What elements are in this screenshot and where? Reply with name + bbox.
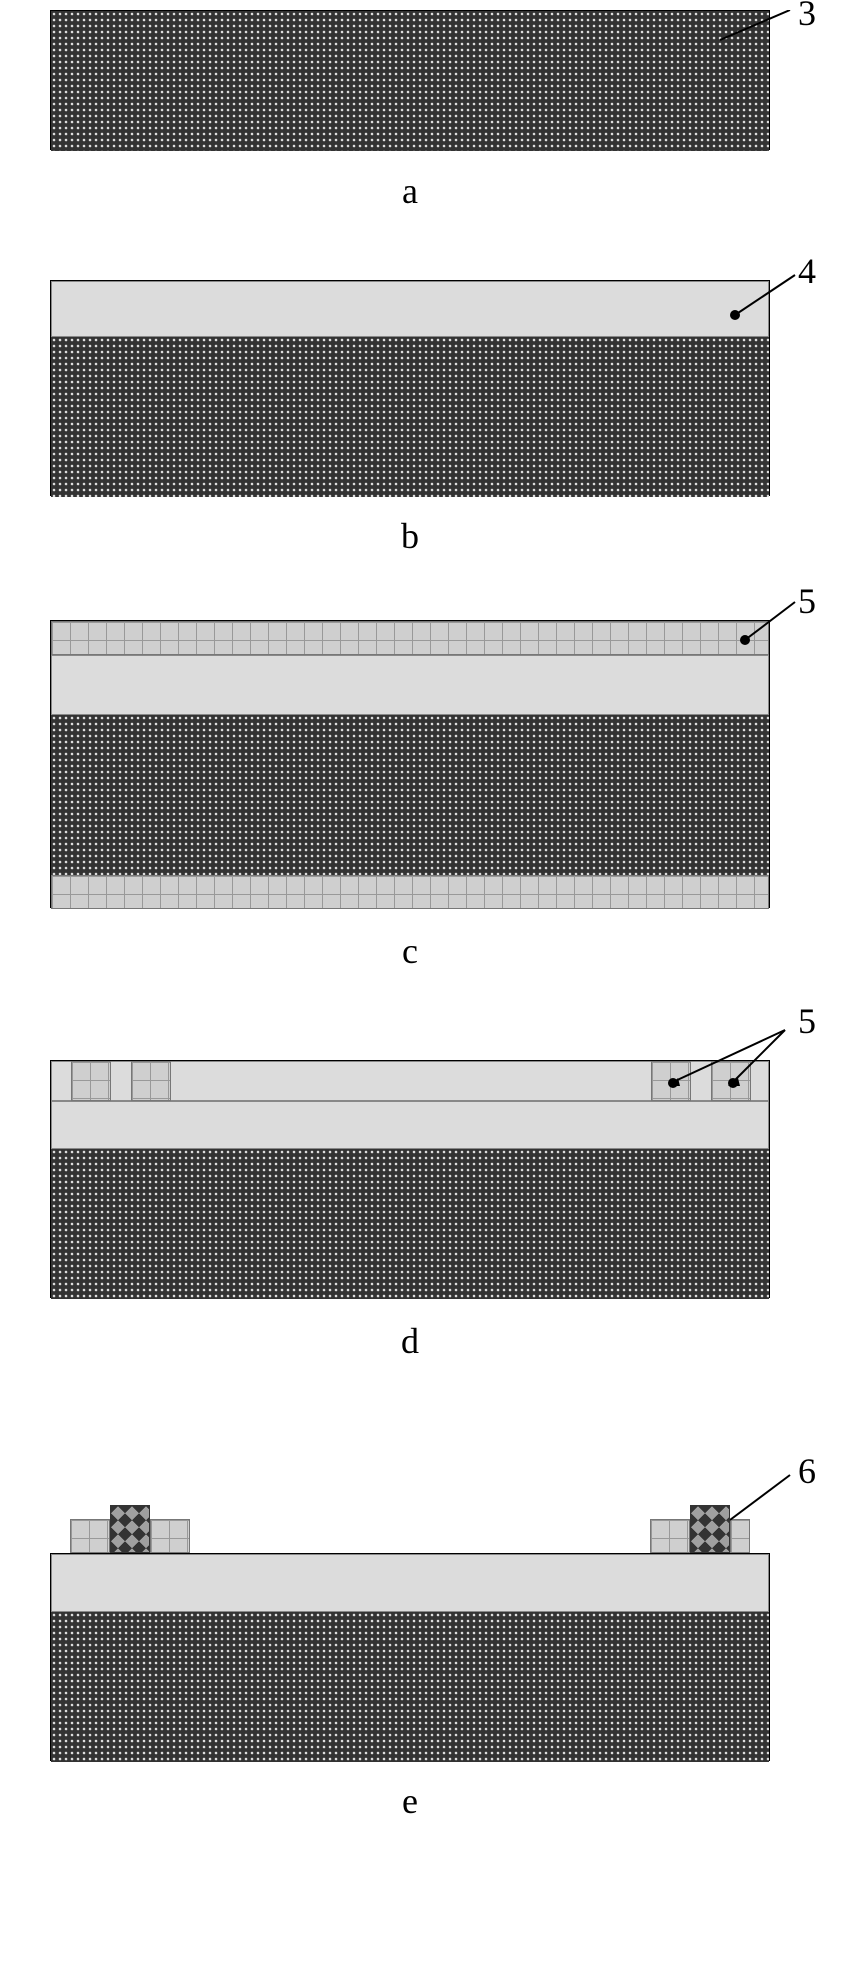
layer-substrate: [51, 1612, 769, 1762]
label-e: 6: [798, 1450, 816, 1492]
panel-b: [50, 280, 770, 496]
caption-e: e: [50, 1780, 770, 1822]
layer-substrate: [51, 1149, 769, 1299]
layer-film: [51, 655, 769, 715]
label-d: 5: [798, 1000, 816, 1042]
panel-c-stack: [50, 620, 770, 908]
panel-d: [50, 1060, 770, 1298]
label-b: 4: [798, 250, 816, 292]
panel-d-stack: [50, 1060, 770, 1298]
caption-b: b: [50, 515, 770, 557]
pad-left-2: [131, 1061, 171, 1101]
pad-e-r2: [690, 1505, 730, 1553]
caption-c: c: [50, 930, 770, 972]
panel-a: [50, 10, 770, 150]
layer-film-mid: [51, 1101, 769, 1149]
label-c: 5: [798, 580, 816, 622]
layer-mask-top: [51, 621, 769, 655]
pad-e-l1: [70, 1519, 110, 1553]
caption-d: d: [50, 1320, 770, 1362]
pad-e-l2: [110, 1505, 150, 1553]
layer-film: [51, 1554, 769, 1612]
pad-e-l3: [150, 1519, 190, 1553]
layer-film: [51, 281, 769, 337]
layer-substrate: [51, 337, 769, 497]
panel-a-stack: [50, 10, 770, 150]
caption-a: a: [50, 170, 770, 212]
pad-left-1: [71, 1061, 111, 1101]
pad-e-r1: [650, 1519, 690, 1553]
panel-e-stack: [50, 1505, 770, 1761]
label-a: 3: [798, 0, 816, 34]
layer-mask-bottom: [51, 875, 769, 909]
panel-e: [50, 1505, 770, 1761]
layer-substrate: [51, 11, 769, 151]
panel-b-stack: [50, 280, 770, 496]
layer-substrate: [51, 715, 769, 875]
panel-c: [50, 620, 770, 908]
